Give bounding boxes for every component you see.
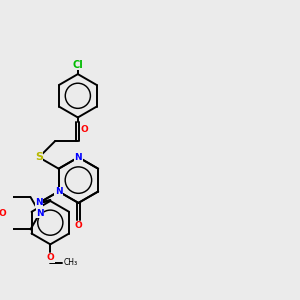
Text: N: N bbox=[35, 198, 43, 207]
Text: O: O bbox=[0, 209, 6, 218]
Text: N: N bbox=[75, 153, 82, 162]
Text: O: O bbox=[46, 253, 54, 262]
Text: O: O bbox=[74, 221, 82, 230]
Text: CH₃: CH₃ bbox=[63, 258, 77, 267]
Text: O: O bbox=[81, 125, 89, 134]
Text: Cl: Cl bbox=[73, 60, 83, 70]
Text: S: S bbox=[35, 152, 43, 162]
Text: N: N bbox=[36, 209, 44, 218]
Text: N: N bbox=[55, 187, 62, 196]
